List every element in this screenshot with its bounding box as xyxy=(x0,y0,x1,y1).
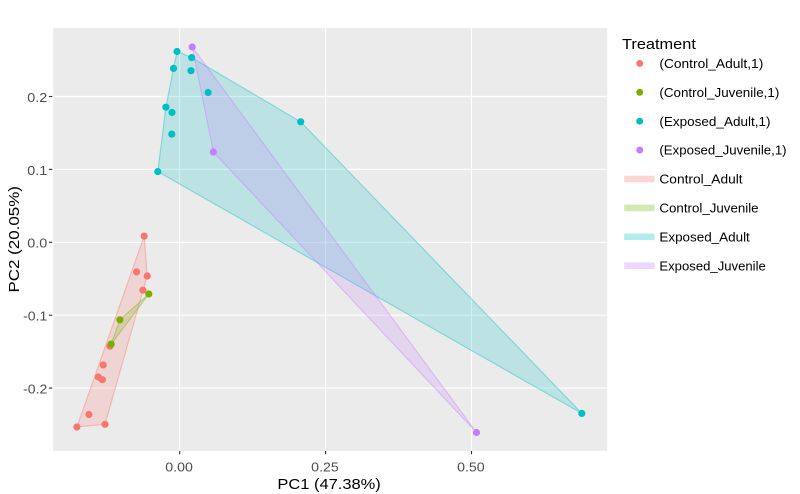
svg-text:Treatment: Treatment xyxy=(622,36,697,53)
svg-text:(Control_Adult,1): (Control_Adult,1) xyxy=(659,57,763,71)
svg-text:Exposed_Juvenile: Exposed_Juvenile xyxy=(659,259,765,273)
svg-text:0.50: 0.50 xyxy=(457,460,485,474)
svg-text:(Control_Juvenile,1): (Control_Juvenile,1) xyxy=(659,86,779,100)
svg-text:Control_Adult: Control_Adult xyxy=(659,173,743,187)
svg-text:Exposed_Adult: Exposed_Adult xyxy=(659,230,750,244)
svg-text:0.25: 0.25 xyxy=(311,460,339,474)
svg-text:-0.2: -0.2 xyxy=(23,383,47,397)
svg-text:-0.1: -0.1 xyxy=(23,310,47,324)
svg-text:Control_Juvenile: Control_Juvenile xyxy=(659,201,758,215)
svg-text:0.2: 0.2 xyxy=(27,91,47,105)
svg-text:PC1 (47.38%): PC1 (47.38%) xyxy=(277,476,380,493)
svg-text:0.00: 0.00 xyxy=(165,460,193,474)
svg-text:(Exposed_Adult,1): (Exposed_Adult,1) xyxy=(659,115,770,129)
svg-text:PC2 (20.05%): PC2 (20.05%) xyxy=(6,186,23,292)
svg-text:0.1: 0.1 xyxy=(27,164,47,178)
svg-text:(Exposed_Juvenile,1): (Exposed_Juvenile,1) xyxy=(659,144,786,158)
svg-text:0.0: 0.0 xyxy=(27,237,47,251)
